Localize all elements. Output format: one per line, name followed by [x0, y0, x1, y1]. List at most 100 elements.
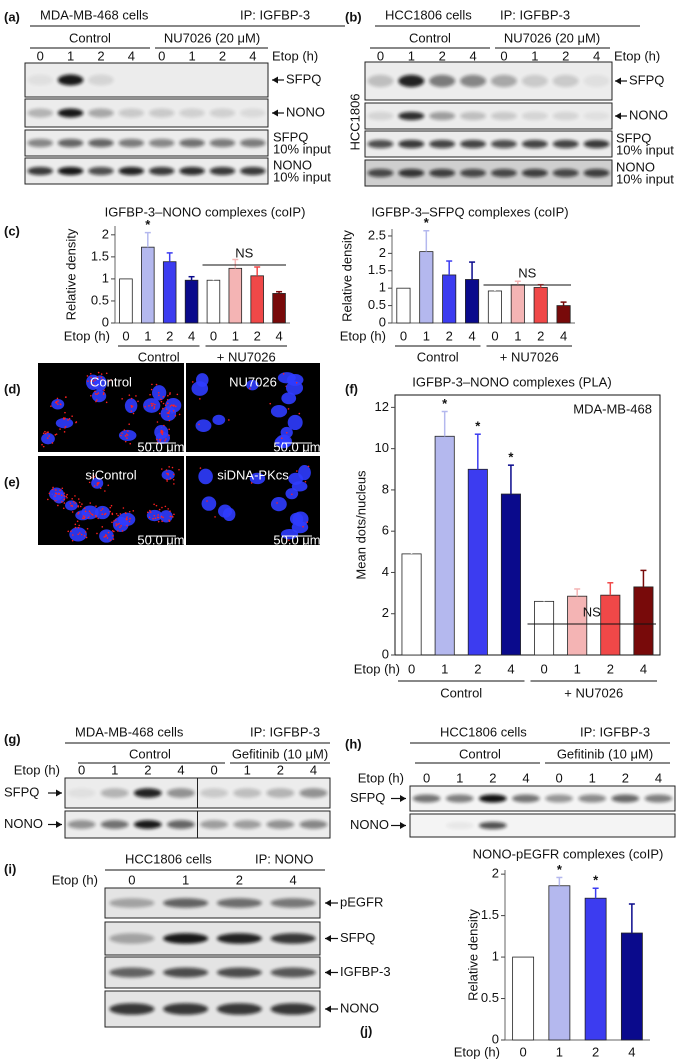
x-tick-label: 4 — [507, 661, 514, 676]
error-bar — [541, 592, 548, 602]
pla-dot — [157, 391, 160, 394]
row-label: SFPQ — [340, 930, 375, 945]
nucleus — [270, 497, 287, 512]
lane-label: 1 — [67, 48, 74, 63]
pla-dot — [111, 530, 114, 532]
blot-band — [67, 820, 96, 829]
pla-dot — [111, 512, 114, 515]
pla-dot — [130, 410, 133, 413]
pla-dot — [199, 467, 202, 469]
pla-dot — [112, 538, 115, 540]
scale-label: 50.0 μm — [273, 532, 320, 547]
pla-dot — [150, 388, 153, 391]
blot-band — [100, 788, 129, 798]
pla-dot — [119, 513, 122, 515]
lane-label: 1 — [531, 48, 538, 63]
pla-dot — [165, 469, 168, 471]
blot-band — [521, 111, 548, 121]
bar — [467, 468, 488, 656]
pla-dot — [295, 381, 298, 384]
pla-dot — [81, 517, 84, 520]
row-label: NONO — [286, 104, 325, 119]
y-axis-label: Relative density — [63, 228, 78, 320]
pla-dot — [169, 393, 171, 395]
pla-dot — [83, 517, 85, 520]
group-label: Control — [440, 685, 482, 700]
pla-dot — [64, 427, 66, 429]
pla-dot — [51, 442, 54, 444]
pla-dot — [173, 513, 175, 516]
arrow-head — [325, 1005, 331, 1013]
row-label: NONO — [350, 817, 389, 832]
group-label: NU7026 (20 μM) — [504, 30, 600, 45]
pla-dot — [64, 411, 66, 414]
blot-band — [460, 168, 487, 178]
pla-dot — [61, 487, 64, 490]
group-label: Control — [409, 30, 451, 45]
lane-label: 2 — [236, 872, 243, 887]
scale-label: 50.0 μm — [137, 439, 184, 454]
pla-dot — [74, 526, 77, 529]
lane-label: 0 — [78, 762, 85, 777]
lane-label: 1 — [408, 48, 415, 63]
blot-band — [299, 820, 328, 829]
image-caption: siDNA-PKcs — [217, 467, 289, 482]
row-label: NONO — [629, 107, 668, 122]
pla-dot — [132, 412, 135, 415]
pla-dot — [166, 412, 169, 414]
arrow-head — [272, 76, 278, 84]
pla-dot — [291, 493, 293, 496]
row-label: NONO — [616, 159, 655, 174]
ip-label: IP: IGFBP-3 — [580, 724, 650, 739]
pla-dot — [154, 517, 157, 520]
pla-dot — [70, 530, 72, 532]
pla-dot — [128, 510, 131, 513]
ip-label: IP: IGFBP-3 — [250, 724, 320, 739]
bar — [534, 600, 555, 656]
pla-dot — [90, 476, 93, 479]
pla-dot — [83, 516, 86, 518]
blot-band — [490, 111, 517, 121]
pla-dot — [112, 535, 114, 537]
x-tick-label: 1 — [232, 328, 239, 343]
pla-dot — [44, 432, 47, 435]
pla-dot — [77, 498, 80, 500]
error-bar — [188, 275, 195, 281]
blot-band — [216, 967, 262, 978]
x-tick-label: 0 — [408, 661, 415, 676]
error-bar — [640, 569, 647, 587]
pla-dot — [102, 393, 105, 396]
blot-band — [445, 794, 474, 803]
blot-band — [521, 139, 548, 149]
cell-line: MDA-MB-468 cells — [75, 724, 184, 739]
side-label: HCC1806 — [347, 93, 362, 150]
pla-dot — [162, 402, 165, 405]
blot-band — [460, 139, 487, 149]
error-bar — [276, 290, 283, 294]
nucleus — [287, 414, 303, 431]
pla-dot — [286, 431, 288, 434]
y-tick-label: 2 — [492, 866, 499, 881]
row-note: 10% input — [273, 169, 331, 184]
pla-dot — [167, 415, 170, 418]
image-caption: Control — [90, 374, 132, 389]
pla-dot — [288, 539, 290, 541]
blot-band — [179, 166, 205, 176]
y-tick-label: 6 — [382, 523, 389, 538]
bar — [487, 290, 502, 324]
error-bar — [514, 280, 521, 285]
pla-dot — [57, 400, 59, 402]
pla-dot — [156, 438, 158, 441]
pla-dot — [163, 424, 165, 427]
lane-label: 4 — [522, 770, 529, 785]
nucleus — [274, 436, 291, 448]
bar — [620, 932, 643, 1041]
significance: * — [593, 873, 599, 888]
blot-band — [412, 794, 441, 803]
lane-label: 4 — [290, 872, 297, 887]
x-tick-label: 4 — [188, 328, 195, 343]
pla-dot — [302, 525, 304, 528]
pla-dot — [100, 373, 103, 375]
pla-dot — [172, 409, 175, 412]
blot-band — [445, 821, 474, 830]
